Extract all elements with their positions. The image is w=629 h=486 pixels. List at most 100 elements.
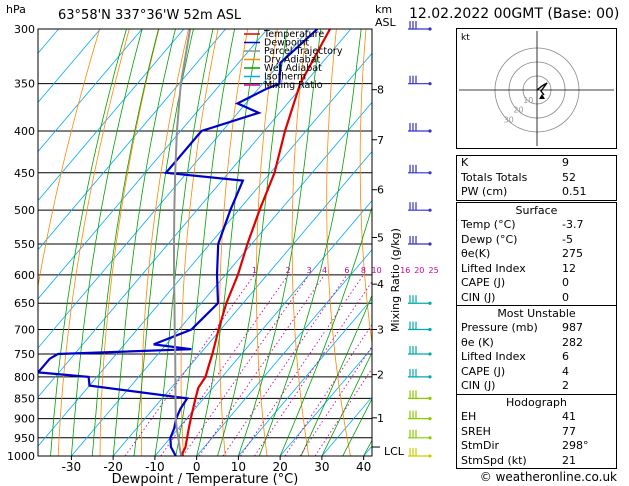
km-tick-label: 7 — [377, 134, 384, 147]
surface-row: CAPE (J) 0 — [457, 276, 616, 291]
mixing-ratio-line — [124, 274, 255, 456]
km-tick-label: 8 — [377, 84, 384, 97]
isotherm — [38, 29, 268, 300]
surface-row: CIN (J) 0 — [457, 291, 616, 306]
wind-barb — [408, 448, 432, 458]
x-tick-label: 10 — [231, 460, 246, 474]
pressure-tick-label: 600 — [14, 269, 35, 282]
wind-barb — [408, 429, 432, 440]
x-axis-label: Dewpoint / Temperature (°C) — [112, 472, 299, 486]
hodograph-table: Hodograph EH 41 SREH 77 StmDir 298° StmSpd (kt… — [456, 394, 617, 469]
wind-barb-dot — [428, 129, 432, 133]
mixing-ratio-line — [314, 367, 372, 456]
pressure-tick-label: 1000 — [7, 450, 35, 463]
mixing-ratio-label: 25 — [429, 266, 439, 275]
km-tick-label: 2 — [377, 369, 384, 382]
legend-label: Temperature — [263, 29, 324, 40]
hodograph-stat-value: 21 — [562, 453, 576, 467]
most-unstable-row: Lifted Index 6 — [457, 350, 616, 365]
isotherm — [238, 298, 372, 456]
pressure-tick-label: 950 — [14, 432, 35, 445]
isotherm — [38, 52, 372, 447]
wind-barb — [408, 410, 432, 421]
index-value: 0.51 — [562, 185, 587, 198]
surface-row: Lifted Index 12 — [457, 262, 616, 277]
pressure-tick-label: 300 — [14, 23, 35, 36]
temperature-line — [180, 29, 331, 456]
index-row-pw: PW (cm) 0.51 — [457, 185, 616, 200]
mixing-ratio-line — [182, 274, 310, 456]
x-tick-label: 0 — [193, 460, 201, 474]
isotherm — [112, 150, 372, 456]
wind-barb-dot — [428, 301, 432, 305]
surface-value: 275 — [562, 247, 583, 260]
dry-adiabat — [291, 29, 310, 456]
wind-barb-dot — [428, 171, 432, 175]
pressure-tick-label: 550 — [14, 238, 35, 251]
km-tick-label: 6 — [377, 184, 384, 197]
x-tick-label: -10 — [145, 460, 165, 474]
surface-row: θe(K) 275 — [457, 247, 616, 262]
pressure-tick-label: 800 — [14, 371, 35, 384]
surface-value: 12 — [562, 261, 576, 275]
pressure-tick-label: 700 — [14, 324, 35, 337]
mixing-ratio-label: 4 — [322, 266, 327, 275]
wet-adiabat — [175, 29, 235, 456]
mixing-ratio-label: 6 — [344, 266, 349, 275]
wind-barb — [408, 202, 432, 212]
most-unstable-value: 4 — [562, 364, 569, 378]
surface-label: θe(K) — [461, 247, 491, 260]
surface-row: Dewp (°C) -5 — [457, 233, 616, 248]
hodograph-stat-label: SREH — [461, 424, 491, 438]
wind-barb — [408, 368, 432, 379]
hodograph-stat-row: EH 41 — [457, 410, 616, 425]
pressure-tick-label: 850 — [14, 392, 35, 405]
wind-barb — [408, 295, 432, 305]
hodograph-stat-row: SREH 77 — [457, 425, 616, 440]
mixing-ratio-line — [198, 274, 325, 456]
most-unstable-value: 282 — [562, 335, 583, 349]
index-row-tt: Totals Totals 52 — [457, 171, 616, 186]
dry-adiabat — [99, 29, 160, 456]
mixing-ratio-axis-label: Mixing Ratio (g/kg) — [389, 228, 402, 332]
legend-label: Dry Adiabat — [264, 55, 321, 66]
wind-barb-dot — [428, 417, 432, 421]
mixing-ratio-label: 8 — [361, 266, 366, 275]
pressure-tick-label: 900 — [14, 413, 35, 426]
x-tick-label: -30 — [62, 460, 82, 474]
hodograph-stat-value: 77 — [562, 424, 576, 438]
mixing-ratio-label: 20 — [414, 266, 424, 275]
wind-barb-dot — [428, 352, 432, 356]
most-unstable-table: Most Unstable Pressure (mb) 987 θe (K) 282 L… — [456, 305, 617, 395]
pressure-tick-label: 750 — [14, 348, 35, 361]
x-tick-label: 30 — [314, 460, 329, 474]
most-unstable-label: CAPE (J) — [461, 364, 506, 378]
hodograph-ring-label: 30 — [504, 115, 514, 124]
most-unstable-row: CAPE (J) 4 — [457, 365, 616, 380]
hodograph-ring-label: 10 — [523, 96, 533, 105]
mixing-ratio-label: 3 — [307, 266, 312, 275]
legend-label: Dewpoint — [264, 38, 309, 49]
km-tick-label: 5 — [377, 231, 384, 244]
km-unit-label: km — [375, 3, 392, 16]
hodograph-heading: Hodograph — [506, 396, 567, 409]
mixing-ratio-label: 2 — [286, 266, 291, 275]
wet-adiabat — [71, 29, 143, 456]
hodograph-ring-label: 20 — [513, 106, 523, 115]
km-tick-label: 4 — [377, 278, 384, 291]
km-tick-label: 1 — [377, 412, 384, 425]
dry-adiabat — [326, 29, 351, 456]
wind-barb-dot — [428, 27, 432, 31]
plot-frame — [37, 28, 373, 457]
pressure-tick-label: 650 — [14, 297, 35, 310]
hodograph-stat-label: StmDir — [461, 439, 500, 452]
dry-adiabat — [57, 29, 130, 456]
surface-row: Temp (°C) -3.7 — [457, 218, 616, 233]
wind-barb-dot — [428, 242, 432, 246]
most-unstable-value: 987 — [562, 321, 583, 334]
surface-label: CIN (J) — [461, 290, 496, 304]
wind-barb — [408, 390, 432, 400]
